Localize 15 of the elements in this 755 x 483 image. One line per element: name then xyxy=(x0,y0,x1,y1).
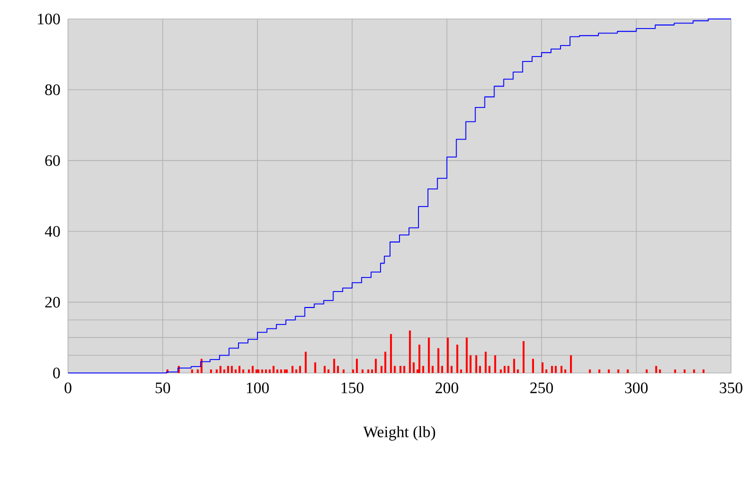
x-tick-label: 350 xyxy=(720,382,742,394)
x-tick-label: 100 xyxy=(246,382,269,394)
y-tick-label: 80 xyxy=(45,84,60,96)
x-tick-label: 0 xyxy=(64,382,72,394)
y-tick-label: 20 xyxy=(45,296,60,308)
x-tick-label: 150 xyxy=(342,382,364,394)
y-tick-label: 100 xyxy=(38,14,60,24)
x-axis-title: Weight (lb) xyxy=(363,426,436,441)
y-tick-label: 40 xyxy=(44,226,60,237)
x-tick-label: 250 xyxy=(530,382,553,394)
x-tick-label: 50 xyxy=(156,382,170,394)
x-tick-label: 200 xyxy=(436,382,458,394)
y-tick-label: 60 xyxy=(45,155,60,166)
x-tick-label: 300 xyxy=(625,382,648,394)
y-tick-label: 0 xyxy=(53,368,60,378)
